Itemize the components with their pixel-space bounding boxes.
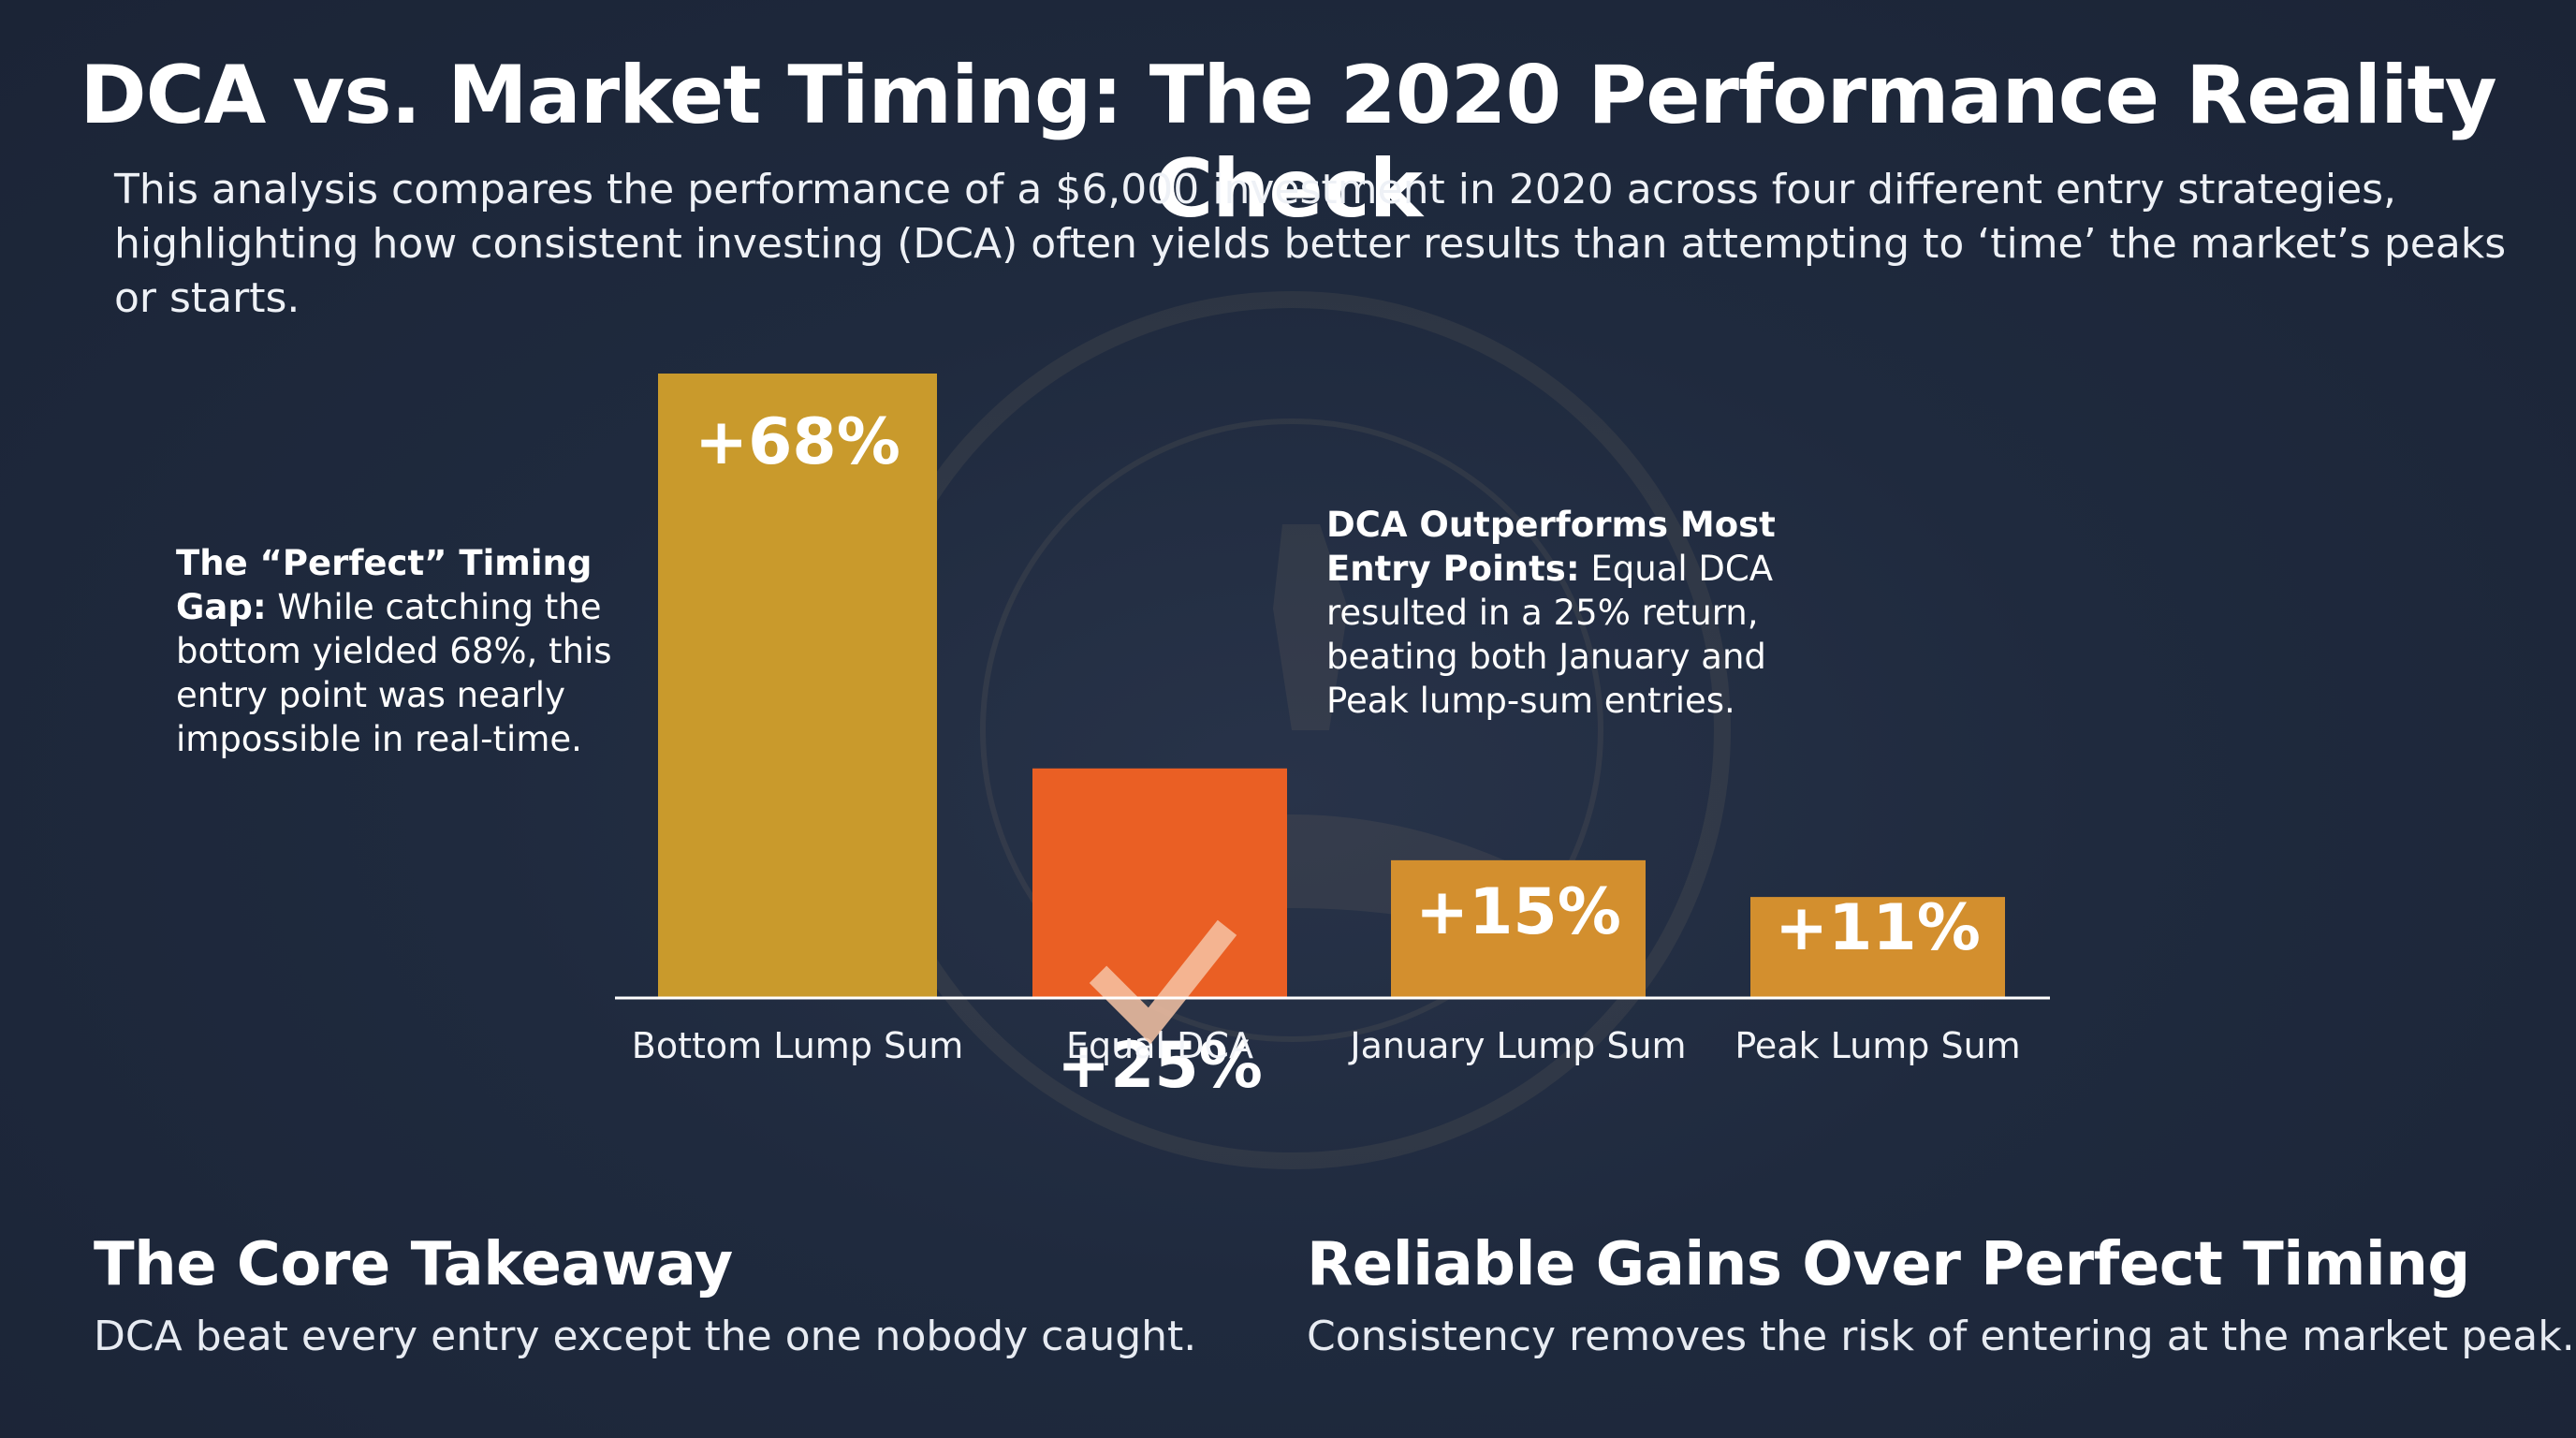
callout-dca-outperforms-heading: DCA Outperforms Most Entry Points:: [1326, 505, 1776, 589]
category-label-bottom-lump-sum: Bottom Lump Sum: [632, 1025, 964, 1066]
callout-dca-outperforms: DCA Outperforms Most Entry Points: Equal…: [1326, 503, 1851, 723]
callout-timing-gap-heading: The “Perfect” Timing Gap:: [176, 543, 593, 627]
takeaway-core-heading: The Core Takeaway: [94, 1230, 733, 1299]
takeaway-reliable-gains-body: Consistency removes the risk of entering…: [1307, 1313, 2575, 1360]
data-label-peak-lump-sum: +11%: [1775, 891, 1981, 965]
bar-peak-lump-sum: [1750, 897, 2005, 998]
bar-equal-dca: [1032, 768, 1287, 998]
takeaway-reliable-gains: Reliable Gains Over Perfect Timing Consi…: [1307, 1230, 2575, 1360]
takeaway-reliable-gains-heading: Reliable Gains Over Perfect Timing: [1307, 1230, 2470, 1299]
takeaway-core: The Core Takeaway DCA beat every entry e…: [94, 1230, 1196, 1360]
page-subtitle: This analysis compares the performance o…: [114, 166, 2507, 322]
bar-bottom-lump-sum: [658, 374, 937, 998]
category-label-peak-lump-sum: Peak Lump Sum: [1734, 1025, 2020, 1066]
category-label-january-lump-sum: January Lump Sum: [1348, 1025, 1686, 1066]
checkmark-icon: [1089, 919, 1237, 1045]
data-label-january-lump-sum: +15%: [1415, 875, 1621, 949]
bar-january-lump-sum: [1391, 859, 1646, 998]
callout-timing-gap: The “Perfect” Timing Gap: While catching…: [176, 541, 663, 761]
takeaway-core-body: DCA beat every entry except the one nobo…: [94, 1313, 1197, 1360]
callout-timing-gap-body: While catching the bottom yielded 68%, t…: [176, 587, 612, 759]
data-label-equal-dca: +25%: [1057, 1029, 1263, 1103]
data-label-bottom-lump-sum: +68%: [695, 405, 900, 479]
callout-dca-outperforms-body: Equal DCA resulted in a 25% return, beat…: [1326, 549, 1774, 721]
page-title: DCA vs. Market Timing: The 2020 Performa…: [80, 49, 2496, 236]
